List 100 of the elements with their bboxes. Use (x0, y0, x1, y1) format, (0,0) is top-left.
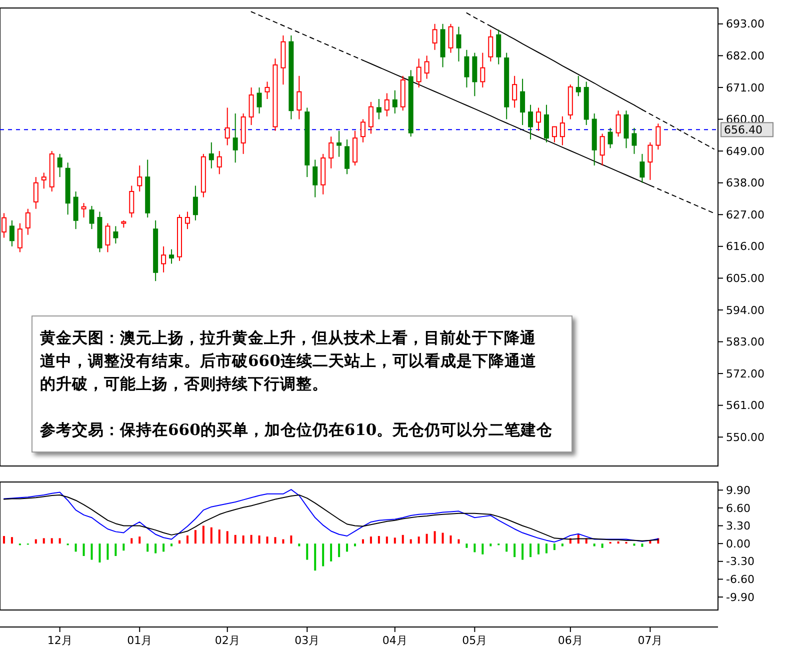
candlestick (432, 23, 438, 50)
candlestick (25, 208, 30, 236)
bar (474, 544, 476, 552)
candlestick (464, 49, 470, 88)
candlestick (232, 112, 238, 164)
bar (298, 544, 300, 546)
bar (386, 536, 388, 544)
annotation: 参考交易：保持在660的买单，加仓位仍在610。无仓仍可以分二笔建仓 (39, 420, 554, 439)
y-tick-label: 693.00 (726, 18, 764, 31)
bar (506, 544, 508, 552)
bar (90, 544, 93, 560)
candlestick (512, 75, 518, 108)
y-tick-label: 638.00 (726, 176, 764, 190)
candlestick (656, 123, 661, 150)
bar (122, 544, 125, 551)
candlestick (488, 29, 494, 62)
candlestick (544, 104, 549, 143)
candlestick (344, 138, 350, 175)
bar (106, 544, 109, 560)
bar (258, 535, 260, 544)
bar (218, 530, 220, 544)
candlestick (137, 164, 142, 192)
candlestick (192, 185, 198, 221)
bar (514, 544, 516, 558)
y-tick-label: 9.90 (726, 484, 750, 497)
candlestick (113, 226, 118, 244)
bar (434, 531, 436, 544)
candlestick (616, 110, 621, 138)
bar (42, 538, 45, 544)
candlestick (640, 153, 645, 184)
candlestick (416, 58, 422, 88)
annotation: 道中，调整没有结束。后市破660连续二天站上，可以看成是下降通道 (40, 351, 536, 370)
bar (482, 544, 484, 554)
candlestick (496, 29, 502, 65)
y-tick-label: -6.60 (726, 573, 754, 586)
bar (242, 535, 244, 544)
bar (82, 544, 85, 556)
candlestick (576, 75, 581, 97)
bar (98, 544, 101, 562)
y-tick-label: 627.00 (726, 208, 764, 222)
candlestick (105, 222, 110, 253)
candlestick (392, 90, 398, 114)
candlestick (264, 81, 270, 100)
candlestick (216, 150, 222, 175)
x-tick-label: 01月 (127, 634, 152, 647)
candlestick (336, 130, 342, 158)
candlestick (352, 130, 358, 166)
bar (553, 544, 556, 550)
bar (442, 532, 444, 544)
bar (490, 544, 492, 546)
candlestick (256, 86, 262, 114)
y-tick-label: 6.60 (726, 502, 750, 515)
bar (2, 536, 5, 544)
y-tick-label: 682.00 (726, 50, 764, 63)
candlestick (376, 98, 382, 120)
candlestick (608, 127, 613, 149)
candlestick (169, 248, 174, 264)
bar (34, 539, 37, 544)
bar (346, 544, 348, 552)
candlestick (184, 211, 190, 230)
bar (314, 544, 316, 571)
bar (226, 531, 228, 544)
candlestick (89, 205, 94, 230)
y-tick-label: 0.00 (726, 537, 750, 550)
y-tick-label: 605.00 (726, 272, 764, 286)
y-tick-label: 649.00 (726, 144, 764, 158)
candlestick (536, 107, 541, 132)
candlestick (296, 75, 302, 120)
candlestick (73, 190, 78, 230)
candlestick (224, 107, 230, 146)
bar (130, 538, 133, 544)
candlestick (520, 78, 526, 126)
y-tick-label: 583.00 (726, 336, 764, 349)
bar (545, 544, 548, 554)
bar (154, 544, 157, 554)
candlestick (600, 133, 605, 166)
bar (450, 535, 452, 544)
bar (210, 527, 212, 544)
y-tick-label: 550.00 (726, 430, 764, 444)
candlestick (33, 176, 38, 210)
bar (522, 544, 524, 560)
x-tick-label: 12月 (47, 634, 72, 647)
bar (322, 544, 324, 566)
bar (649, 540, 652, 544)
candlestick (360, 118, 366, 143)
bar (530, 544, 532, 558)
bar (418, 536, 420, 544)
x-tick-label: 06月 (558, 634, 583, 647)
y-tick-label: -3.30 (726, 555, 754, 568)
candlestick (560, 116, 565, 146)
bar (146, 544, 149, 552)
bar (362, 539, 364, 544)
candlestick (328, 136, 334, 169)
bar (466, 544, 468, 548)
candlestick (81, 202, 86, 218)
bar (178, 540, 180, 544)
bar (202, 526, 204, 544)
candlestick (57, 153, 62, 178)
bar (10, 537, 13, 544)
bar (338, 544, 340, 558)
